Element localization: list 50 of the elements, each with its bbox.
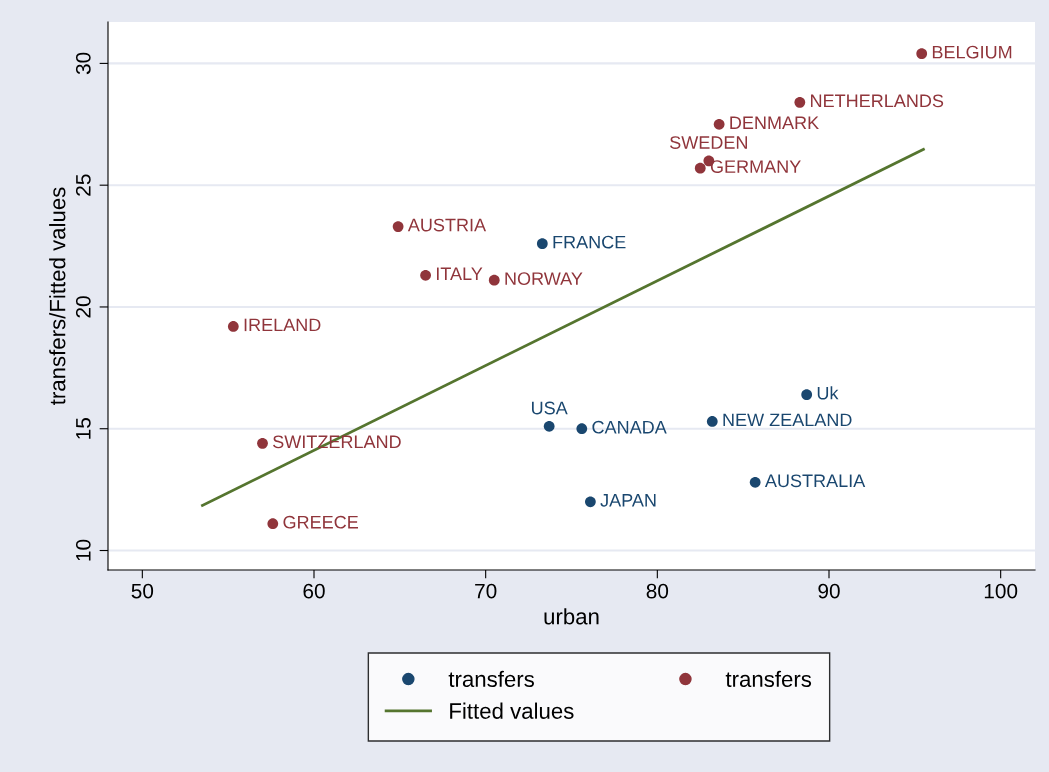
y-tick-label: 30	[75, 52, 91, 75]
data-label: DENMARK	[730, 116, 819, 129]
data-label: BELGIUM	[932, 45, 1012, 59]
data-label: IRELAND	[244, 318, 321, 332]
point	[267, 518, 279, 530]
data-label: NETHERLANDS	[811, 94, 944, 108]
point	[227, 321, 239, 332]
x-tick-label: 90	[818, 583, 840, 599]
y-tick-label: 10	[75, 539, 91, 561]
legend-label: transfers	[725, 670, 812, 688]
data-label: GERMANY	[710, 160, 801, 173]
data-label: JAPAN	[600, 494, 656, 507]
x-tick-label: 80	[646, 583, 669, 599]
x-axis-title: urban	[544, 608, 599, 625]
x-tick-label: 70	[475, 583, 497, 599]
legend-label: Fitted values	[450, 702, 574, 719]
data-label: AUSTRIA	[407, 218, 487, 232]
data-label: GREECE	[283, 515, 358, 529]
data-label: NEW ZEALAND	[723, 413, 852, 427]
data-label: ITALY	[436, 267, 483, 280]
x-tick-label: 50	[131, 583, 154, 599]
point	[706, 416, 718, 427]
point	[392, 221, 404, 232]
point	[794, 96, 806, 108]
legend-label: transfers	[448, 670, 534, 688]
data-label: NORWAY	[505, 272, 583, 286]
point	[713, 118, 725, 130]
point	[694, 162, 706, 174]
x-tick-label: 60	[303, 583, 325, 599]
data-label: FRANCE	[553, 235, 626, 249]
data-label: Uk	[817, 386, 839, 400]
y-tick-label: 15	[76, 418, 91, 439]
point	[420, 269, 431, 281]
point	[488, 274, 500, 286]
point	[257, 437, 268, 449]
point	[749, 476, 761, 488]
x-tick-label: 100	[984, 583, 1018, 599]
data-label: AUSTRALIA	[764, 474, 866, 488]
point	[543, 420, 555, 432]
data-label: USA	[532, 401, 568, 415]
point	[916, 48, 928, 60]
y-axis-title: transfers/Fitted values	[49, 187, 66, 405]
point	[801, 389, 813, 401]
y-tick-label: 25	[75, 174, 91, 196]
point	[536, 238, 548, 250]
point	[585, 496, 596, 508]
data-label: CANADA	[592, 420, 667, 434]
point	[576, 423, 588, 435]
y-tick-label: 20	[75, 296, 91, 318]
data-label: SWEDEN	[670, 136, 747, 149]
